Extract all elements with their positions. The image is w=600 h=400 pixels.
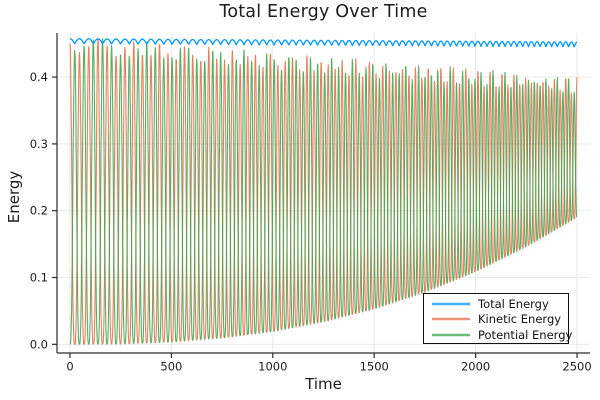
x-tick-label: 0 [66,360,73,374]
x-tick-label: 500 [160,360,182,374]
y-tick-label: 0.3 [30,137,48,151]
chart-title: Total Energy Over Time [219,2,428,22]
y-tick-label: 0.2 [30,204,48,218]
x-tick-label: 2500 [562,360,591,374]
x-tick-label: 2000 [461,360,490,374]
legend-entry-total: Total Energy [424,296,568,312]
legend-label-kinetic: Kinetic Energy [478,312,562,327]
legend-label-potential: Potential Energy [478,327,573,342]
legend-entry-potential: Potential Energy [424,327,572,343]
total-energy-line [69,38,578,48]
legend-entry-kinetic: Kinetic Energy [424,312,568,328]
kinetic-energy-legend-line-icon [432,318,470,321]
y-tick-label: 0.1 [30,271,48,285]
x-tick-label: 1500 [360,360,389,374]
total-energy-legend-line-icon [432,302,470,305]
kinetic-energy-line [69,37,578,345]
potential-energy-legend-line-icon [432,333,470,336]
legend-label-total: Total Energy [478,296,549,311]
legend: Total Energy Kinetic Energy Potential En… [423,293,572,344]
y-tick-label: 0.0 [30,337,48,351]
y-axis-label: Energy [5,170,23,224]
y-tick-label: 0.4 [30,70,48,84]
potential-energy-line [69,38,578,345]
x-tick-label: 1000 [258,360,287,374]
x-axis-label: Time [305,375,342,393]
